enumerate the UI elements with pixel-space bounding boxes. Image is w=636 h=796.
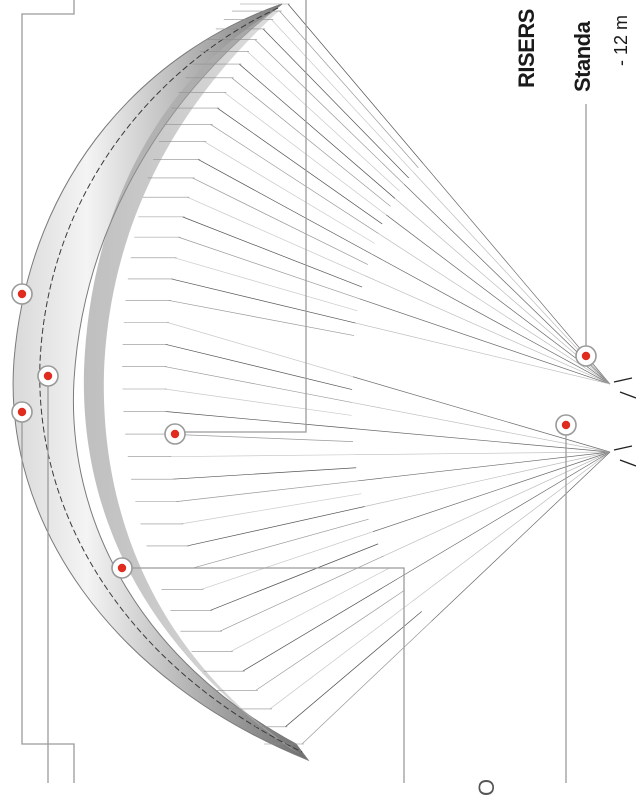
- line-segment: [169, 454, 355, 458]
- callout-bottom-mid: [126, 567, 405, 783]
- risers-heading: RISERS: [514, 9, 539, 88]
- line-segment: [269, 600, 413, 710]
- marker-upper-surface[interactable]: [37, 365, 59, 387]
- line-segment: [242, 578, 398, 672]
- line-segment: [230, 567, 391, 652]
- marker-riser-a[interactable]: [575, 345, 597, 367]
- line-segment: [372, 451, 611, 532]
- suspension-lines: [164, 3, 611, 745]
- bottom-glyph: O: [474, 778, 499, 796]
- line-segment: [168, 300, 355, 336]
- canopy-outer: [12, 3, 310, 762]
- marker-riser-b[interactable]: [555, 414, 577, 436]
- markers: [11, 283, 597, 579]
- line-segment: [285, 611, 422, 728]
- line-segment: [166, 321, 354, 378]
- line-segment: [210, 543, 379, 611]
- line-segment: [176, 480, 359, 502]
- line-segment: [164, 366, 352, 403]
- line-segment: [165, 343, 353, 390]
- line-segment: [271, 19, 414, 173]
- line-segment: [246, 51, 400, 192]
- line-segment: [217, 107, 383, 225]
- line-segment: [359, 298, 611, 385]
- line-segment: [358, 451, 611, 482]
- line-segment: [186, 506, 365, 547]
- line-segment: [396, 451, 611, 580]
- canopy-ribs: [122, 3, 304, 745]
- marker-leading-edge-center[interactable]: [11, 401, 33, 423]
- callout-lines: [21, 0, 587, 783]
- line-segment: [279, 10, 419, 168]
- line-segment: [192, 177, 369, 265]
- line-segment: [182, 216, 363, 288]
- line-segment: [201, 531, 374, 590]
- line-segment: [422, 163, 611, 385]
- line-segment: [364, 451, 611, 507]
- line-segment: [239, 63, 396, 199]
- callout-top-left: [21, 0, 75, 288]
- line-segment: [403, 183, 611, 385]
- marker-center-lines[interactable]: [164, 423, 186, 445]
- line-segment: [370, 253, 611, 385]
- line-segment: [352, 376, 611, 453]
- callout-top-right: [182, 0, 307, 433]
- standard-detail: - 12 m: [611, 14, 631, 66]
- line-segment: [431, 451, 611, 622]
- line-segment: [204, 141, 375, 244]
- line-segment: [255, 589, 405, 691]
- line-segment: [262, 28, 410, 179]
- line-segment: [351, 402, 611, 453]
- line-segment: [383, 451, 611, 557]
- line-segment: [172, 467, 357, 480]
- canopy-seam: [39, 7, 303, 753]
- line-segment: [364, 275, 611, 385]
- line-segment: [210, 124, 379, 234]
- line-segment: [287, 3, 424, 164]
- line-segment: [412, 451, 611, 602]
- marker-lower-surface[interactable]: [111, 557, 133, 579]
- line-segment: [165, 411, 353, 429]
- line-segment: [231, 77, 391, 207]
- line-segment: [174, 257, 358, 312]
- line-segment: [386, 214, 611, 385]
- line-segment: [301, 621, 432, 745]
- line-segment: [193, 518, 369, 569]
- line-segment: [378, 233, 611, 385]
- line-segment: [352, 428, 611, 453]
- line-segment: [394, 198, 611, 385]
- line-segment: [197, 159, 372, 255]
- line-segment: [171, 278, 356, 324]
- line-segment: [355, 322, 611, 385]
- line-segment: [178, 236, 360, 300]
- riser-ends: [613, 377, 636, 467]
- canopy: [12, 3, 310, 762]
- line-segment: [413, 172, 611, 385]
- line-segment: [254, 39, 405, 185]
- line-segment: [187, 196, 365, 276]
- line-segment: [354, 451, 611, 456]
- line-segment: [219, 555, 384, 632]
- line-segment: [181, 493, 362, 525]
- standard-heading: Standa: [570, 21, 595, 92]
- line-segment: [164, 388, 352, 416]
- marker-top-leading-edge[interactable]: [11, 283, 33, 305]
- line-segment: [166, 433, 354, 442]
